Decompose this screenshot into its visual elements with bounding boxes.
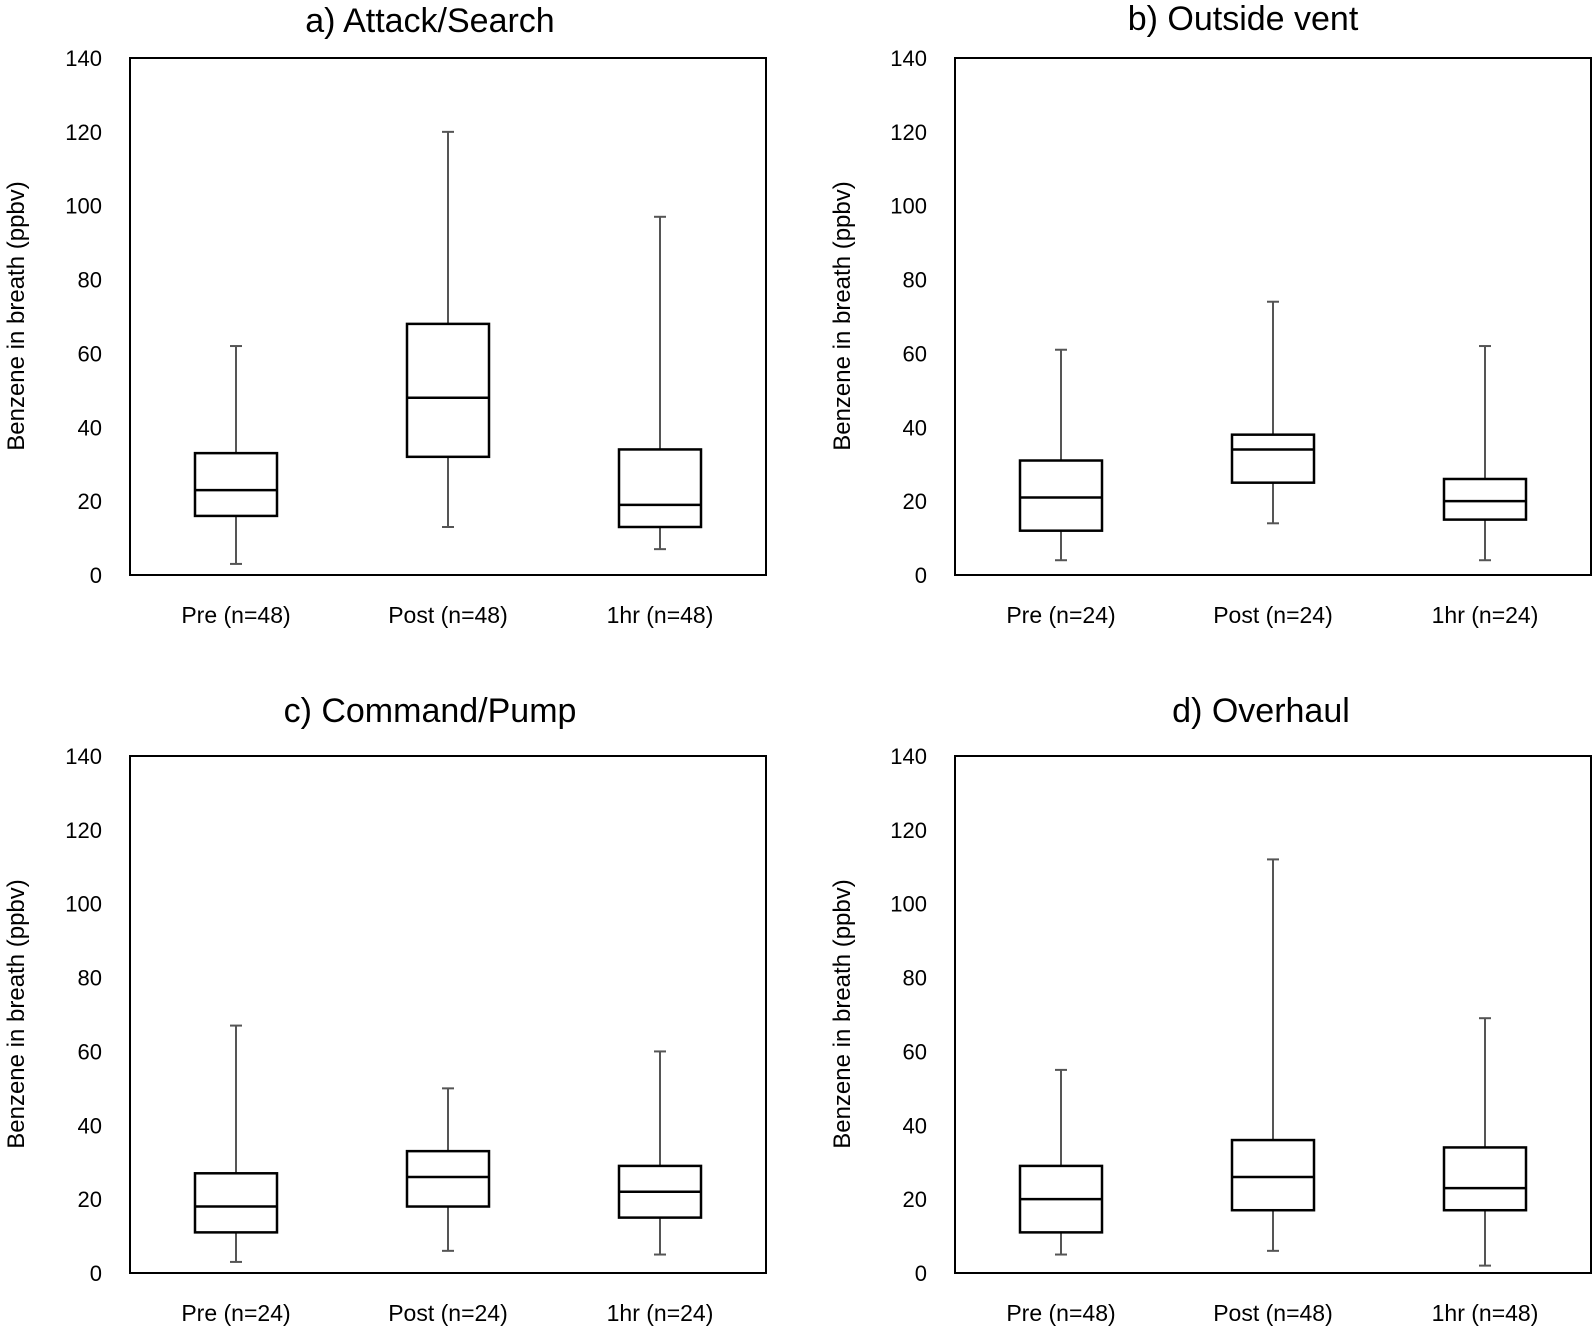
y-axis-label: Benzene in breath (ppbv) [3, 879, 30, 1149]
iqr-box [193, 1172, 279, 1234]
y-tick-label: 80 [78, 966, 102, 991]
y-tick-label: 0 [90, 563, 102, 588]
y-tick-label: 0 [915, 1261, 927, 1286]
y-tick-label: 40 [903, 415, 927, 440]
chart-title: d) Overhaul [1172, 692, 1350, 730]
y-tick-label: 100 [65, 194, 102, 219]
chart-panel-2: b) Outside vent Benzene in breath (ppbv) 0… [829, 0, 1592, 628]
y-tick-label: 120 [65, 818, 102, 843]
x-category-label: Pre (n=48) [181, 602, 290, 628]
y-tick-label: 60 [903, 341, 927, 366]
plot-frame [954, 57, 1592, 576]
y-tick-label: 80 [903, 966, 927, 991]
y-tick-label: 40 [78, 1113, 102, 1138]
chart-title: a) Attack/Search [305, 2, 554, 40]
chart-panel-3: c) Command/Pump Benzene in breath (ppbv) 0… [3, 692, 767, 1326]
y-tick-label: 40 [903, 1113, 927, 1138]
y-tick-label: 100 [890, 892, 927, 917]
y-tick-label: 80 [78, 268, 102, 293]
x-category-label: 1hr (n=48) [1432, 1300, 1539, 1326]
y-tick-label: 140 [65, 46, 102, 71]
iqr-box [1442, 1146, 1528, 1212]
chart-title: b) Outside vent [1128, 0, 1359, 38]
y-axis-label: Benzene in breath (ppbv) [3, 181, 30, 451]
y-tick-label: 20 [78, 489, 102, 514]
y-tick-label: 20 [903, 489, 927, 514]
y-tick-label: 20 [78, 1187, 102, 1212]
y-tick-label: 0 [915, 563, 927, 588]
x-category-label: Post (n=48) [388, 602, 508, 628]
box-2 [405, 1087, 491, 1252]
y-tick-label: 60 [903, 1039, 927, 1064]
chart-panel-4: d) Overhaul Benzene in breath (ppbv) 0 20 40… [829, 692, 1592, 1326]
x-category-label: 1hr (n=48) [607, 602, 714, 628]
iqr-box [1230, 1138, 1316, 1212]
x-category-label: Post (n=48) [1213, 1300, 1333, 1326]
chart-title: c) Command/Pump [284, 692, 577, 730]
iqr-box [405, 1149, 491, 1208]
y-tick-label: 120 [65, 120, 102, 145]
x-category-label: Pre (n=24) [1006, 602, 1115, 628]
iqr-box [193, 451, 279, 518]
y-tick-label: 140 [890, 744, 927, 769]
x-category-label: Post (n=24) [1213, 602, 1333, 628]
box-2 [405, 130, 491, 528]
box-1 [193, 1024, 279, 1263]
iqr-box [1230, 433, 1316, 484]
iqr-box [617, 448, 703, 529]
plot-frame [954, 755, 1592, 1274]
plot-frame [129, 57, 767, 576]
box-1 [1018, 348, 1104, 562]
plot-frame [129, 755, 767, 1274]
y-tick-label: 100 [65, 892, 102, 917]
box-1 [1018, 1068, 1104, 1256]
x-category-label: Pre (n=48) [1006, 1300, 1115, 1326]
x-category-label: Post (n=24) [388, 1300, 508, 1326]
box-3 [617, 215, 703, 551]
y-tick-label: 140 [890, 46, 927, 71]
y-tick-label: 40 [78, 415, 102, 440]
y-tick-label: 140 [65, 744, 102, 769]
iqr-box [405, 322, 491, 459]
y-tick-label: 0 [90, 1261, 102, 1286]
y-tick-label: 60 [78, 341, 102, 366]
y-tick-label: 100 [890, 194, 927, 219]
iqr-box [1018, 459, 1104, 532]
iqr-box [1442, 477, 1528, 521]
y-axis-label: Benzene in breath (ppbv) [829, 879, 856, 1149]
x-category-label: 1hr (n=24) [1432, 602, 1539, 628]
x-category-label: Pre (n=24) [181, 1300, 290, 1326]
chart-panel-1: a) Attack/Search Benzene in breath (ppbv)… [3, 2, 767, 628]
box-3 [1442, 345, 1528, 562]
y-tick-label: 120 [890, 120, 927, 145]
box-2 [1230, 858, 1316, 1252]
y-tick-label: 20 [903, 1187, 927, 1212]
box-3 [617, 1050, 703, 1256]
y-axis-label: Benzene in breath (ppbv) [829, 181, 856, 451]
box-3 [1442, 1017, 1528, 1267]
box-2 [1230, 300, 1316, 525]
box-1 [193, 345, 279, 565]
y-tick-label: 80 [903, 268, 927, 293]
y-tick-label: 60 [78, 1039, 102, 1064]
x-category-label: 1hr (n=24) [607, 1300, 714, 1326]
y-tick-label: 120 [890, 818, 927, 843]
